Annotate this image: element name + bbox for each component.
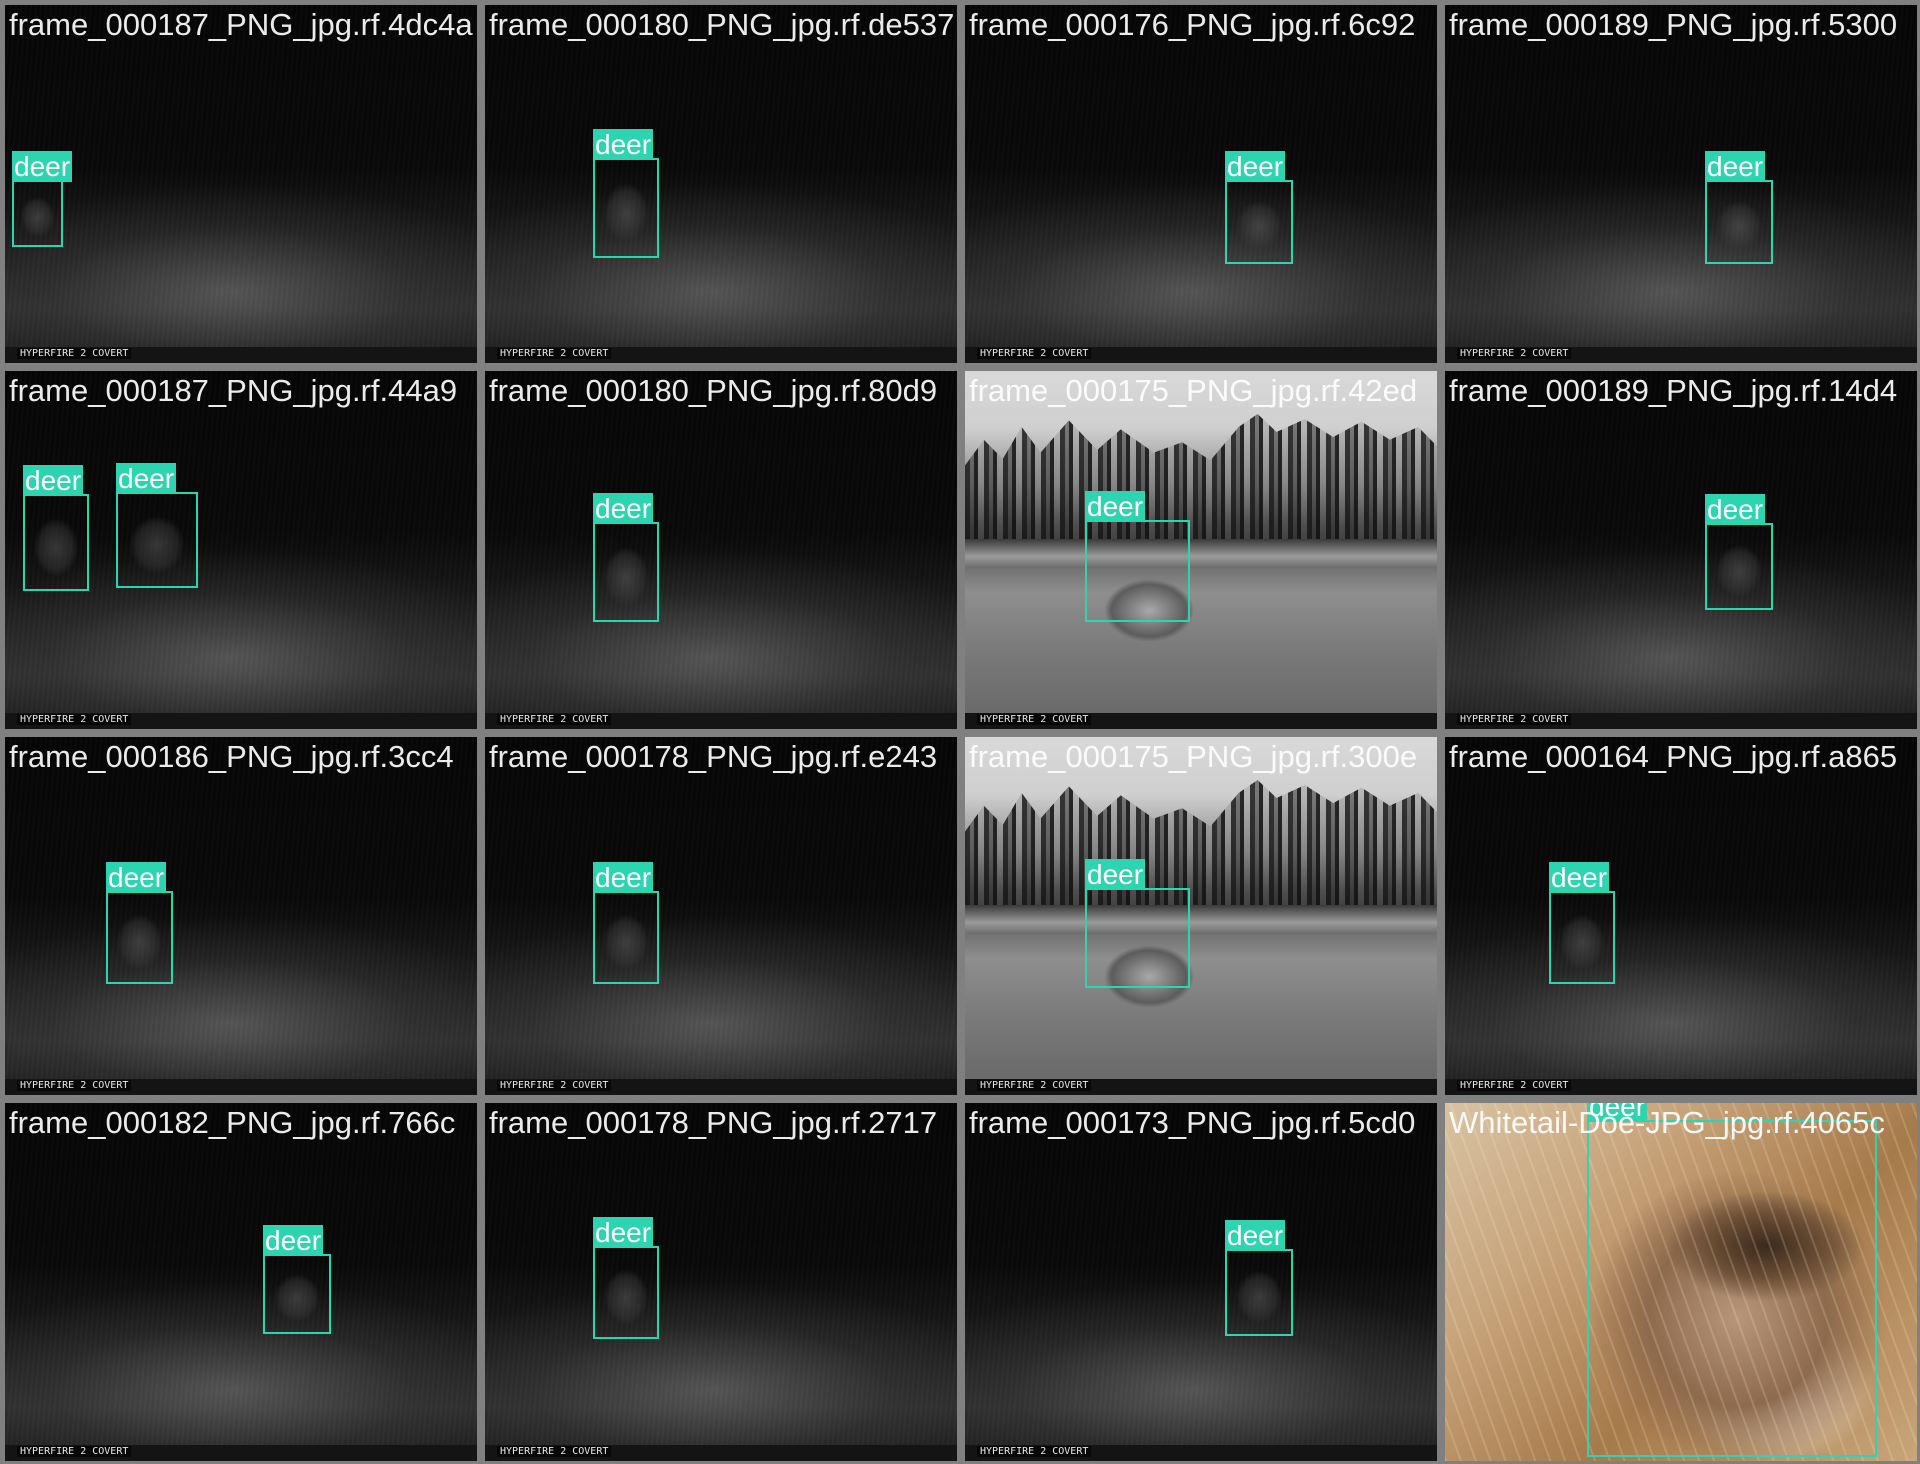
camera-stamp: HYPERFIRE 2 COVERT bbox=[17, 348, 132, 359]
night-photo bbox=[1445, 371, 1917, 729]
camera-stamp: HYPERFIRE 2 COVERT bbox=[1457, 714, 1572, 725]
detection-box: deer bbox=[1085, 859, 1190, 988]
camera-stamp: HYPERFIRE 2 COVERT bbox=[977, 1446, 1092, 1457]
image-tile: HYPERFIRE 2 COVERT deer frame_000180_PNG_j… bbox=[485, 5, 957, 363]
filename-label: frame_000180_PNG_jpg.rf.80d9 bbox=[489, 373, 938, 408]
image-tile: HYPERFIRE 2 COVERT deer frame_000186_PNG_j… bbox=[5, 737, 477, 1095]
camera-stamp: HYPERFIRE 2 COVERT bbox=[497, 1446, 612, 1457]
night-photo bbox=[485, 371, 957, 729]
night-photo bbox=[965, 1103, 1437, 1461]
filename-label: frame_000182_PNG_jpg.rf.766c bbox=[9, 1105, 456, 1140]
detection-label: deer bbox=[1705, 151, 1766, 182]
image-tile: HYPERFIRE 2 COVERT deer frame_000178_PNG_j… bbox=[485, 1103, 957, 1461]
detection-box: deer bbox=[106, 862, 173, 984]
image-tile: HYPERFIRE 2 COVERT deer deer frame_000187_P… bbox=[5, 371, 477, 729]
image-tile: HYPERFIRE 2 COVERT deer frame_000175_PNG_j… bbox=[965, 737, 1437, 1095]
night-photo bbox=[1445, 5, 1917, 363]
detection-label: deer bbox=[12, 151, 73, 182]
filename-label: frame_000173_PNG_jpg.rf.5cd0 bbox=[969, 1105, 1416, 1140]
filename-label: frame_000178_PNG_jpg.rf.e243 bbox=[489, 739, 938, 774]
detection-label: deer bbox=[1549, 862, 1610, 893]
detection-box: deer bbox=[593, 1217, 659, 1339]
image-tile: HYPERFIRE 2 COVERT deer frame_000189_PNG_j… bbox=[1445, 371, 1917, 729]
detection-label: deer bbox=[1705, 494, 1766, 525]
detection-box: deer bbox=[116, 463, 198, 588]
camera-stamp: HYPERFIRE 2 COVERT bbox=[497, 1080, 612, 1091]
filename-label: frame_000176_PNG_jpg.rf.6c92 bbox=[969, 7, 1416, 42]
filename-label: frame_000189_PNG_jpg.rf.5300 bbox=[1449, 7, 1898, 42]
detection-box: deer bbox=[1705, 151, 1773, 264]
camera-stamp: HYPERFIRE 2 COVERT bbox=[17, 714, 132, 725]
lake-photo bbox=[965, 737, 1437, 1095]
camera-stamp: HYPERFIRE 2 COVERT bbox=[1457, 348, 1572, 359]
detection-box: deer bbox=[23, 465, 89, 591]
image-tile: HYPERFIRE 2 COVERT deer frame_000173_PNG_j… bbox=[965, 1103, 1437, 1461]
detection-box: deer bbox=[1085, 491, 1190, 622]
image-tile: HYPERFIRE 2 COVERT deer frame_000164_PNG_j… bbox=[1445, 737, 1917, 1095]
detection-box: deer bbox=[12, 151, 73, 247]
night-photo bbox=[485, 5, 957, 363]
detection-label: deer bbox=[593, 493, 654, 524]
detection-box: deer bbox=[593, 129, 659, 258]
camera-stamp: HYPERFIRE 2 COVERT bbox=[977, 348, 1092, 359]
filename-label: frame_000175_PNG_jpg.rf.300e bbox=[969, 739, 1418, 774]
camera-stamp: HYPERFIRE 2 COVERT bbox=[497, 714, 612, 725]
night-photo bbox=[5, 737, 477, 1095]
night-photo bbox=[1445, 737, 1917, 1095]
detection-label: deer bbox=[1225, 151, 1286, 182]
filename-label: frame_000178_PNG_jpg.rf.2717 bbox=[489, 1105, 938, 1140]
detection-box: deer bbox=[1705, 494, 1773, 610]
night-photo bbox=[5, 371, 477, 729]
camera-stamp: HYPERFIRE 2 COVERT bbox=[497, 348, 612, 359]
detection-label: deer bbox=[1225, 1220, 1286, 1251]
detection-label: deer bbox=[1085, 491, 1146, 522]
image-tile: deer Whitetail-Doe-JPG_jpg.rf.4065c bbox=[1445, 1103, 1917, 1461]
filename-label: frame_000187_PNG_jpg.rf.4dc4a bbox=[9, 7, 473, 42]
detection-label: deer bbox=[593, 862, 654, 893]
image-tile: HYPERFIRE 2 COVERT deer frame_000187_PNG_j… bbox=[5, 5, 477, 363]
night-photo bbox=[485, 1103, 957, 1461]
detection-box: deer bbox=[593, 862, 659, 984]
night-photo bbox=[965, 5, 1437, 363]
detection-label: deer bbox=[116, 463, 177, 494]
image-tile: HYPERFIRE 2 COVERT deer frame_000180_PNG_j… bbox=[485, 371, 957, 729]
detection-box: deer bbox=[1587, 1103, 1877, 1457]
detection-label: deer bbox=[593, 129, 654, 160]
camera-stamp: HYPERFIRE 2 COVERT bbox=[977, 714, 1092, 725]
detection-box: deer bbox=[593, 493, 659, 622]
image-tile: HYPERFIRE 2 COVERT deer frame_000178_PNG_j… bbox=[485, 737, 957, 1095]
lake-photo bbox=[965, 371, 1437, 729]
filename-label: frame_000189_PNG_jpg.rf.14d4 bbox=[1449, 373, 1898, 408]
filename-label: frame_000186_PNG_jpg.rf.3cc4 bbox=[9, 739, 454, 774]
camera-stamp: HYPERFIRE 2 COVERT bbox=[977, 1080, 1092, 1091]
camera-stamp: HYPERFIRE 2 COVERT bbox=[17, 1446, 132, 1457]
image-tile: HYPERFIRE 2 COVERT deer frame_000189_PNG_j… bbox=[1445, 5, 1917, 363]
detection-label: deer bbox=[1587, 1103, 1648, 1122]
detection-label: deer bbox=[593, 1217, 654, 1248]
detection-label: deer bbox=[1085, 859, 1146, 890]
camera-stamp: HYPERFIRE 2 COVERT bbox=[1457, 1080, 1572, 1091]
closeup-photo bbox=[1445, 1103, 1917, 1461]
camera-stamp: HYPERFIRE 2 COVERT bbox=[17, 1080, 132, 1091]
filename-label: frame_000175_PNG_jpg.rf.42ed bbox=[969, 373, 1418, 408]
night-photo bbox=[485, 737, 957, 1095]
detection-box: deer bbox=[263, 1225, 331, 1334]
image-tile: HYPERFIRE 2 COVERT deer frame_000175_PNG_j… bbox=[965, 371, 1437, 729]
night-photo bbox=[5, 5, 477, 363]
filename-label: frame_000164_PNG_jpg.rf.a865 bbox=[1449, 739, 1898, 774]
filename-label: Whitetail-Doe-JPG_jpg.rf.4065c bbox=[1449, 1105, 1885, 1140]
image-tile: HYPERFIRE 2 COVERT deer frame_000176_PNG_j… bbox=[965, 5, 1437, 363]
detection-label: deer bbox=[23, 465, 84, 496]
detection-box: deer bbox=[1549, 862, 1615, 984]
filename-label: frame_000180_PNG_jpg.rf.de537 bbox=[489, 7, 955, 42]
detection-box: deer bbox=[1225, 151, 1293, 264]
detection-label: deer bbox=[263, 1225, 324, 1256]
image-tile: HYPERFIRE 2 COVERT deer frame_000182_PNG_j… bbox=[5, 1103, 477, 1461]
night-photo bbox=[5, 1103, 477, 1461]
detection-box: deer bbox=[1225, 1220, 1293, 1336]
filename-label: frame_000187_PNG_jpg.rf.44a9 bbox=[9, 373, 458, 408]
detection-label: deer bbox=[106, 862, 167, 893]
